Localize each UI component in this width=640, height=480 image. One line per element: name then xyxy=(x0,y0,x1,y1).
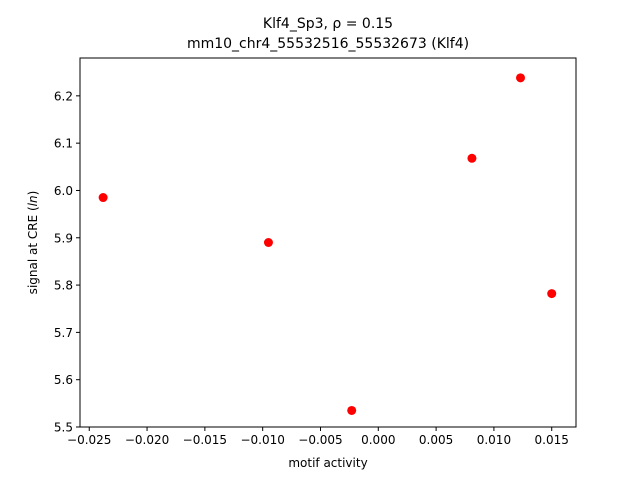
y-tick-label: 6.0 xyxy=(54,184,73,198)
x-tick-label: −0.015 xyxy=(183,433,227,447)
data-point xyxy=(516,73,526,83)
data-point xyxy=(98,193,108,203)
plot-area xyxy=(80,58,576,427)
y-axis-label-suffix: ) xyxy=(26,191,40,196)
x-tick-label: −0.010 xyxy=(240,433,284,447)
chart-title-line1: Klf4_Sp3, ρ = 0.15 xyxy=(263,16,393,32)
data-point xyxy=(467,153,477,163)
x-tick-label: 0.000 xyxy=(361,433,395,447)
y-tick-label: 5.7 xyxy=(54,326,73,340)
y-tick-label: 5.9 xyxy=(54,231,73,245)
x-axis-label: motif activity xyxy=(288,456,367,470)
x-tick-label: −0.005 xyxy=(298,433,342,447)
chart-title-line2: mm10_chr4_55532516_55532673 (Klf4) xyxy=(187,36,469,52)
x-tick-label: −0.020 xyxy=(125,433,169,447)
x-tick-label: 0.005 xyxy=(419,433,453,447)
data-point xyxy=(547,289,557,299)
x-tick-label: −0.025 xyxy=(67,433,111,447)
data-point xyxy=(347,405,357,415)
x-tick-label: 0.010 xyxy=(477,433,511,447)
x-tick-label: 0.015 xyxy=(535,433,569,447)
y-axis-label: signal at CRE (ln) xyxy=(26,191,40,295)
x-axis: −0.025 −0.020 −0.015 −0.010 −0.005 0.000 0.005… xyxy=(67,427,569,447)
y-tick-label: 6.1 xyxy=(54,137,73,151)
plot-frame xyxy=(79,57,577,428)
y-tick-label: 5.5 xyxy=(54,421,73,435)
y-tick-label: 5.6 xyxy=(54,373,73,387)
y-tick-label: 5.8 xyxy=(54,279,73,293)
y-axis: 5.5 5.6 5.7 5.8 5.9 6.0 6.1 6.2 xyxy=(54,89,80,435)
y-axis-label-italic: ln xyxy=(26,195,40,206)
data-points xyxy=(98,73,557,415)
y-axis-label-prefix: signal at CRE ( xyxy=(26,206,40,294)
data-point xyxy=(263,238,273,247)
y-tick-label: 6.2 xyxy=(54,89,73,103)
